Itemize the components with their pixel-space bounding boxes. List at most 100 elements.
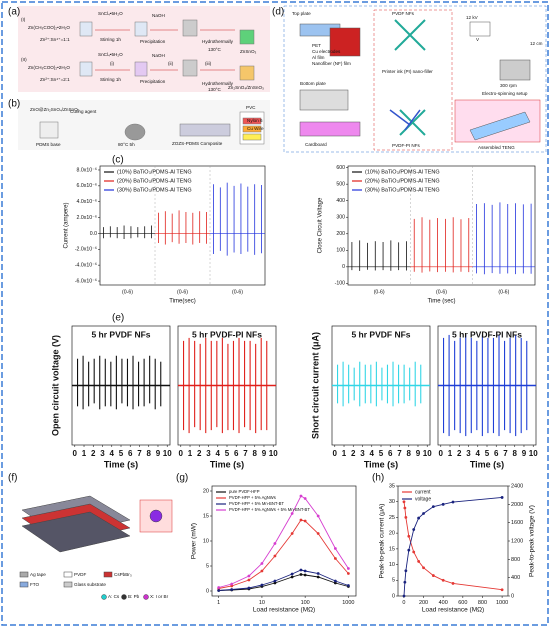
y-tick-label: 400 <box>336 198 345 204</box>
y-tick-label: 20 <box>389 531 395 537</box>
point <box>217 589 221 592</box>
y-tick-label: 20 <box>203 488 209 494</box>
point <box>404 516 408 519</box>
x-tick-label: 6 <box>494 449 499 458</box>
diagram-text: Top plate <box>292 11 311 16</box>
x-axis-label: Time (s) <box>210 459 244 469</box>
legend-label: (10%) BaTiO₃/PDMS-Al TENG <box>117 169 192 175</box>
diagram-text: CsPbBr₃ <box>114 572 132 577</box>
diagram-text: PVC <box>246 105 256 110</box>
y-tick-label: 0.0 <box>90 231 97 237</box>
x-tick-label: 10 <box>529 449 538 458</box>
point <box>407 534 411 538</box>
x-axis-label: Time(sec) <box>169 299 195 305</box>
x-tick-label: 400 <box>439 600 448 606</box>
point <box>303 497 307 500</box>
point <box>217 586 221 589</box>
x-axis-label: Time (s) <box>104 459 138 469</box>
point <box>333 547 337 550</box>
x-tick-label: 3 <box>360 449 365 458</box>
x-tick-label: 10 <box>163 449 172 458</box>
x-tick-label: 2 <box>351 449 356 458</box>
x-axis-label: Load resistance (MΩ) <box>253 607 315 614</box>
point <box>403 506 407 510</box>
point <box>273 542 277 545</box>
x-tick-label: 3 <box>466 449 471 458</box>
diagram-text: 80°C 5h <box>118 142 135 147</box>
y-tick-label: 10 <box>203 538 209 544</box>
point <box>260 562 264 565</box>
point <box>333 579 337 583</box>
point <box>247 574 251 578</box>
diagram-text: Stirring 1h <box>100 37 121 42</box>
point <box>412 550 416 554</box>
y-tick-label: 15 <box>203 513 209 519</box>
x-tick-label: 4 <box>476 449 481 458</box>
point <box>316 575 320 579</box>
legend-label: voltage <box>415 496 431 502</box>
diagram-text: 300 rpm <box>500 83 517 88</box>
point <box>303 519 307 523</box>
panel-label: (h) <box>372 473 384 484</box>
diagram-text: PVDF <box>74 572 86 577</box>
point <box>402 594 406 598</box>
x-tick-label: 10 <box>423 449 432 458</box>
point <box>299 568 303 572</box>
x-tick-label: 1 <box>217 600 220 606</box>
x-tick-label: 6 <box>128 449 133 458</box>
legend-label: PVDF-HFP + 5% AgNWs <box>229 495 276 500</box>
diagram-text: B: Pb <box>128 594 140 599</box>
diagram-text: ZnSnO₃ <box>240 49 257 54</box>
point <box>316 514 320 518</box>
y2-tick-label: 2400 <box>511 483 523 489</box>
point <box>451 582 455 585</box>
x-tick-label: 10 <box>269 449 278 458</box>
diagram-text: Electro-spinning setup <box>482 91 528 96</box>
plot-frame <box>99 165 266 286</box>
x-tick-label: 1000 <box>496 600 508 606</box>
y-tick-label: -100 <box>335 281 345 287</box>
series-line <box>218 574 349 591</box>
y-tick-label: 4.0x10⁻⁶ <box>77 199 97 205</box>
y-tick-label: 0 <box>342 264 345 270</box>
point <box>230 582 234 586</box>
x-category-label: (0-6) <box>436 289 447 295</box>
chart-title: 5 hr PVDF-PI NFs <box>192 329 262 339</box>
x-tick-label: 2 <box>457 449 462 458</box>
diagram-text: Curing agent <box>70 109 97 114</box>
x-tick-label: 10 <box>259 600 265 606</box>
y-tick-label: 300 <box>336 215 345 221</box>
diagram-text: Printer ink (PI) nano-filler <box>382 69 433 74</box>
point <box>230 584 234 588</box>
y-tick-label: 25 <box>389 515 395 521</box>
x-tick-label: 0 <box>439 449 444 458</box>
diagram-text: Zn(CH₃COO)₂•2H₂O <box>28 25 70 30</box>
x-tick-label: 0 <box>402 600 405 606</box>
point <box>333 581 337 585</box>
diagram-text: (iii) <box>205 61 212 66</box>
y-tick-label: 15 <box>389 546 395 552</box>
point <box>346 572 350 575</box>
y-tick-label: -2.0x10⁻⁶ <box>75 247 97 253</box>
diagram-text: PDMS base <box>36 142 61 147</box>
panel-label: (d) <box>272 7 284 18</box>
y-tick-label: 0 <box>206 588 209 594</box>
y-tick-label: -4.0x10⁻⁶ <box>75 263 97 269</box>
point <box>273 579 277 583</box>
x-category-label: (0-6) <box>374 289 385 295</box>
x-tick-label: 1 <box>188 449 193 458</box>
y-tick-label: 30 <box>389 499 395 505</box>
x-tick-label: 1 <box>82 449 87 458</box>
diagram-text: NaOH <box>152 13 165 18</box>
chart-title: 5 hr PVDF NFs <box>351 329 410 339</box>
point <box>299 518 303 522</box>
legend-label: current <box>415 489 431 495</box>
panel-d-art <box>283 5 547 153</box>
x-tick-label: 1 <box>342 449 347 458</box>
point <box>417 516 421 520</box>
diagram-text: Cu Wire <box>247 126 264 131</box>
x-tick-label: 8 <box>147 449 152 458</box>
plot-frame <box>347 165 536 286</box>
